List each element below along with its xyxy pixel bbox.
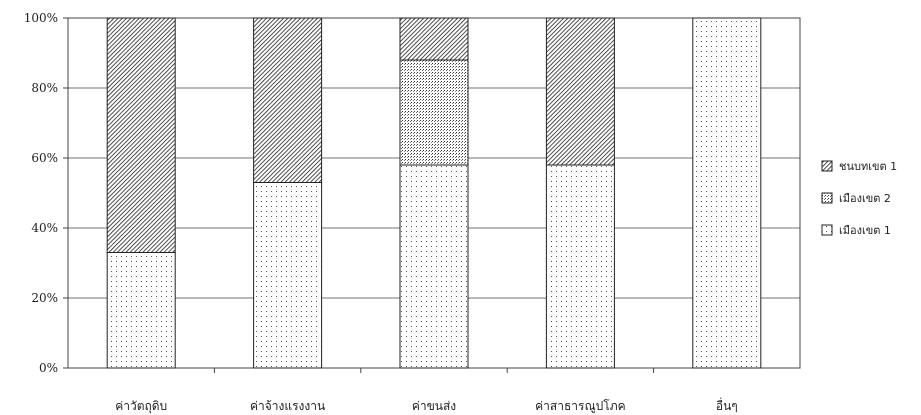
bar-segment: [253, 182, 323, 369]
legend-label: ชนบทเขต 1: [839, 160, 897, 173]
legend-label: เมืองเขต 2: [839, 192, 891, 205]
bar-segment: [253, 17, 323, 183]
bars: [106, 17, 762, 369]
x-category-label: อื่นๆ: [716, 397, 738, 413]
bar-segment: [399, 59, 469, 166]
y-tick-label: 80%: [31, 81, 58, 95]
x-category-label: ค่าจ้างแรงงาน: [250, 399, 325, 413]
bar-segment: [545, 17, 615, 166]
y-tick-label: 20%: [31, 291, 58, 305]
y-tick-label: 0%: [39, 361, 58, 375]
y-tick-label: 100%: [24, 11, 58, 25]
legend-label: เมืองเขต 1: [839, 224, 891, 237]
bar-segment: [692, 17, 762, 369]
legend-swatch: [821, 192, 833, 204]
legend-swatch: [821, 224, 833, 236]
legend: ชนบทเขต 1 เมืองเขต 2 เมืองเขต 1: [814, 156, 918, 250]
x-axis: ค่าวัตถุดิบ ค่าจ้างแรงงาน ค่าขนส่ง ค่าสาธาร…: [115, 368, 738, 414]
legend-swatch: [821, 160, 833, 172]
bar-segment: [399, 164, 469, 369]
x-category-label: ค่าวัตถุดิบ: [115, 399, 167, 414]
y-tick-label: 60%: [31, 151, 58, 165]
bar-segment: [106, 252, 176, 369]
bar-segment: [399, 17, 469, 61]
bar-segment: [106, 17, 176, 253]
x-category-label: ค่าสาธารณูปโภค: [535, 399, 625, 414]
x-category-label: ค่าขนส่ง: [412, 399, 456, 413]
y-tick-label: 40%: [31, 221, 58, 235]
bar-segment: [545, 164, 615, 369]
y-axis: 0% 20% 40% 60% 80% 100%: [24, 11, 68, 375]
